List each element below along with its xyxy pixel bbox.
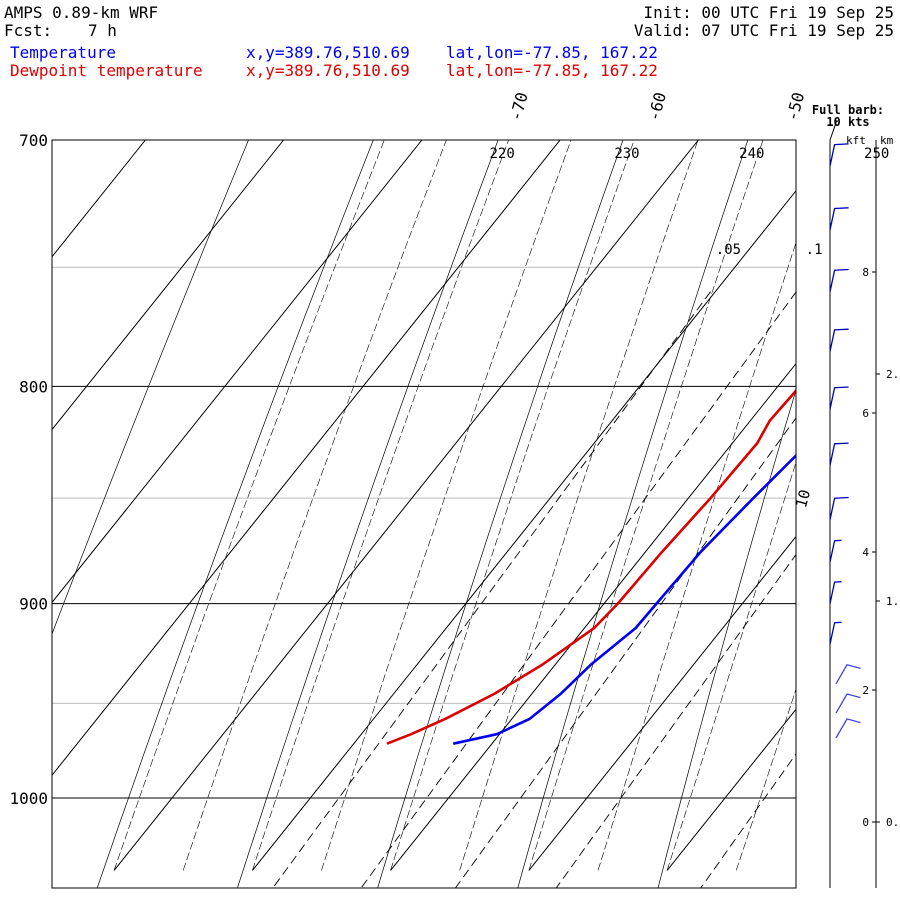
moist-adiabat	[666, 461, 796, 871]
valid-time: Valid: 07 UTC Fri 19 Sep 25	[633, 21, 894, 40]
kft-tick-label: 6	[862, 407, 869, 420]
moist-adiabat	[321, 140, 572, 871]
moist-adiabat	[390, 140, 635, 871]
km-tick-label: 1.	[886, 595, 899, 608]
moist-adiabat	[735, 688, 796, 871]
dry-adiabat	[52, 140, 249, 635]
legend-temperature-latlon: lat,lon=-77.85, 167.22	[446, 43, 658, 62]
isotherm	[113, 140, 699, 871]
sounding-profiles	[386, 388, 796, 745]
moist-adiabat	[182, 140, 447, 871]
isotherm	[52, 140, 146, 258]
barb-note-line2: 10 kts	[826, 115, 869, 129]
isotherm	[528, 535, 796, 871]
sample-barb	[829, 119, 838, 141]
kft-tick-label: 0	[862, 816, 869, 829]
moist-adiabat	[113, 140, 385, 871]
mixing-ratio-line	[455, 417, 796, 888]
mixing-ratio-label: .2	[897, 242, 900, 258]
wind-barb	[829, 386, 849, 410]
legend-dewpoint-label: Dewpoint temperature	[10, 61, 203, 80]
moist-adiabat	[597, 241, 796, 871]
wind-barb	[829, 328, 849, 352]
pressure-tick-label: 900	[19, 595, 48, 614]
wind-barb	[835, 664, 861, 685]
kft-label: kft	[846, 134, 866, 147]
mixing-ratio-label: .05	[716, 242, 741, 258]
moist-adiabat	[528, 140, 764, 871]
dry-adiabat	[377, 140, 624, 888]
isotherm	[252, 189, 796, 871]
legend-dewpoint-latlon: lat,lon=-77.85, 167.22	[446, 61, 658, 80]
pressure-tick-label: 700	[19, 131, 48, 150]
dewpoint-profile	[386, 388, 796, 745]
isotherm	[390, 362, 796, 871]
isotherm-annotation: 10	[792, 488, 814, 510]
wind-barb	[829, 621, 842, 645]
km-tick-label: 2.	[886, 368, 899, 381]
wind-barb	[829, 143, 849, 167]
wind-barb	[829, 207, 849, 231]
km-tick-label: 0.	[886, 816, 899, 829]
temperature-tick-label: -70	[506, 90, 532, 123]
theta-label: 220	[489, 146, 514, 162]
dry-adiabat	[237, 140, 499, 888]
pressure-tick-label: 1000	[9, 789, 48, 808]
forecast-hour: 7 h	[88, 21, 117, 40]
moist-adiabat	[875, 114, 900, 871]
legend-temperature-xy: x,y=389.76,510.69	[246, 43, 410, 62]
plot-frame	[51, 139, 797, 889]
kft-tick-label: 4	[862, 546, 869, 559]
moist-adiabat	[252, 140, 509, 871]
background-lines	[0, 114, 900, 889]
mixing-ratio-line	[360, 291, 796, 888]
wind-barb	[835, 693, 861, 714]
moist-adiabat	[805, 114, 900, 871]
isotherm	[52, 140, 561, 777]
wind-barb	[835, 718, 861, 739]
forecast-label: Fcst:	[4, 21, 53, 40]
mixing-ratio-line	[893, 292, 900, 888]
km-label: km	[880, 134, 894, 147]
isotherm	[666, 708, 796, 871]
axis-labels: 7008009001000-70-60-50-40-30-20-10022023…	[9, 90, 900, 808]
dry-adiabat	[798, 114, 900, 889]
theta-label: 240	[739, 146, 764, 162]
init-time: Init: 00 UTC Fri 19 Sep 25	[643, 3, 894, 22]
dry-adiabat	[96, 140, 374, 888]
kft-tick-label: 8	[862, 266, 869, 279]
wind-barb	[829, 539, 842, 563]
mixing-ratio-line	[272, 291, 711, 888]
legend-temperature-label: Temperature	[10, 43, 116, 62]
wind-panel: Full barb: 10 kts kft km 0 2 4 6 8 0. 1. 2.	[812, 103, 899, 888]
mixing-ratio-label: .1	[806, 242, 823, 258]
temperature-tick-label: -50	[782, 90, 808, 123]
isotherm	[52, 140, 284, 431]
barb-note-line1: Full barb:	[812, 103, 884, 117]
isotherm	[52, 140, 423, 604]
theta-label: 230	[614, 146, 639, 162]
mixing-ratio-line	[820, 292, 900, 888]
moist-adiabat	[459, 140, 699, 871]
theta-label: 250	[864, 146, 889, 162]
wind-barb	[829, 496, 849, 520]
mixing-ratio-line	[555, 553, 796, 888]
kft-tick-label: 2	[862, 684, 869, 697]
wind-barb	[829, 442, 849, 466]
model-title: AMPS 0.89-km WRF	[4, 3, 159, 22]
dry-adiabat	[517, 140, 749, 888]
legend-dewpoint-xy: x,y=389.76,510.69	[246, 61, 410, 80]
temperature-profile	[452, 453, 796, 745]
dry-adiabat	[657, 388, 796, 888]
temperature-tick-label: -60	[644, 90, 670, 123]
mixing-ratio-line	[700, 753, 796, 888]
wind-barb	[829, 581, 842, 604]
pressure-tick-label: 800	[19, 377, 48, 396]
wind-barb	[829, 268, 849, 292]
isotherm	[0, 140, 7, 870]
